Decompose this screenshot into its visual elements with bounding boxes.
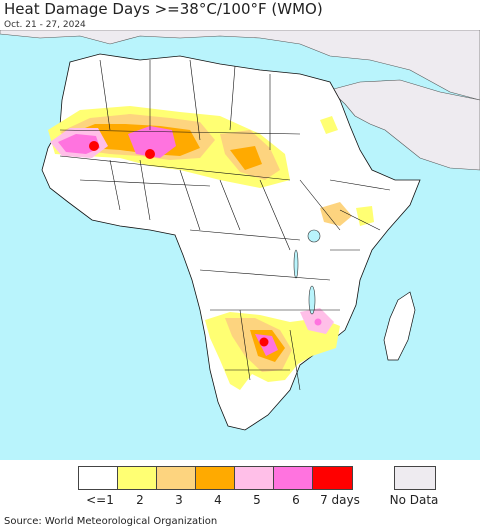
legend-label-5: 5 (253, 493, 261, 507)
legend-label-3: 3 (175, 493, 183, 507)
legend-label-1: <=1 (86, 493, 114, 507)
legend-swatch-7 (313, 467, 352, 489)
legend-no-data-swatch (394, 466, 436, 490)
madagascar (383, 291, 416, 361)
map-title: Heat Damage Days >=38°C/100°F (WMO) (4, 0, 323, 18)
legend-label-7: 7 days (320, 493, 360, 507)
lakes (293, 229, 321, 315)
europe-landmass (0, 30, 480, 101)
legend-swatch-4 (196, 467, 235, 489)
africa-heat-map (0, 30, 480, 460)
legend-swatch-3 (157, 467, 196, 489)
source-credit: Source: World Meteorological Organizatio… (4, 516, 218, 527)
legend-label-6: 6 (292, 493, 300, 507)
legend-swatch-6 (274, 467, 313, 489)
legend-labels: <=1 2 3 4 5 6 7 days (0, 493, 480, 509)
legend-swatch-5 (235, 467, 274, 489)
heat-sahel (48, 106, 338, 188)
legend-swatch-1 (79, 467, 118, 489)
legend-label-2: 2 (136, 493, 144, 507)
middle-east-landmass (329, 79, 480, 171)
heat-east-africa (320, 202, 374, 226)
legend-label-4: 4 (214, 493, 222, 507)
date-range: Oct. 21 - 27, 2024 (4, 20, 86, 30)
country-borders (59, 59, 391, 391)
legend-color-bar (78, 466, 353, 490)
legend-no-data-label: No Data (389, 493, 439, 507)
heat-southern-africa (205, 308, 340, 390)
legend-swatch-2 (118, 467, 157, 489)
